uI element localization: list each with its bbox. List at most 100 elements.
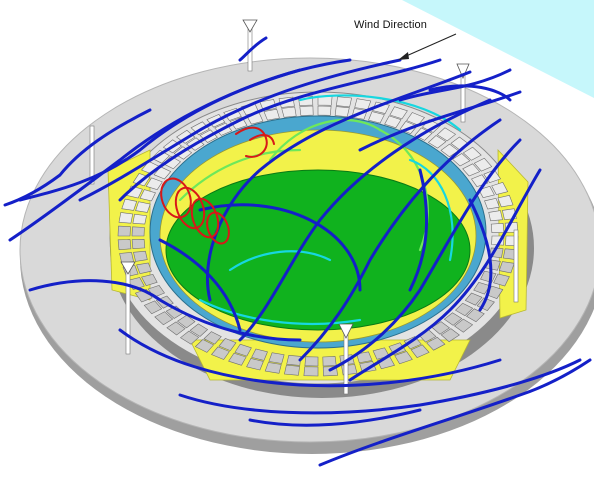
seat-block <box>440 328 460 343</box>
vortex-loop <box>249 134 275 145</box>
seat-block <box>194 339 215 353</box>
seat-block <box>251 348 268 361</box>
seat-block <box>154 311 174 326</box>
seat-block <box>166 321 186 336</box>
seat-block <box>132 213 147 225</box>
seat-block <box>473 281 491 295</box>
seat-block <box>427 135 447 149</box>
streamline <box>178 358 582 415</box>
sky-wedge <box>402 0 594 98</box>
seat-block <box>455 302 474 317</box>
streamline <box>348 168 542 382</box>
seat-block <box>322 356 337 367</box>
seat-block <box>497 195 514 208</box>
streamline <box>205 70 472 302</box>
seat-block <box>121 198 138 211</box>
streamline <box>158 238 242 332</box>
seat-block <box>484 197 500 210</box>
seat-block <box>145 177 163 191</box>
seat-block <box>436 127 457 142</box>
seat-block <box>135 201 151 213</box>
streamline <box>398 68 512 102</box>
seat-block <box>229 116 248 130</box>
streamline <box>118 328 502 388</box>
seat-block <box>490 222 505 234</box>
seat-block <box>443 312 463 326</box>
seat-block <box>354 98 372 110</box>
seat-block <box>218 338 237 351</box>
streamline <box>8 68 302 242</box>
seat-block <box>464 292 483 306</box>
seat-block <box>426 336 446 351</box>
seat-block <box>284 364 300 376</box>
seat-block <box>211 346 230 360</box>
seat-block <box>491 182 509 195</box>
seat-block <box>299 105 314 116</box>
vortex-loop <box>160 177 192 219</box>
seat-block <box>410 344 430 358</box>
vortex-loop <box>235 126 268 158</box>
streamline <box>238 98 492 342</box>
seat-block <box>281 106 297 118</box>
seat-block <box>234 343 252 357</box>
seat-block <box>389 106 408 120</box>
wind-direction-label: Wind Direction <box>354 19 427 31</box>
seat-block <box>304 356 319 367</box>
streamline <box>408 158 454 262</box>
seat-block <box>141 273 158 287</box>
seat-block <box>162 155 181 170</box>
floodlight-tower <box>513 229 519 303</box>
seat-block <box>117 239 132 251</box>
seat-block <box>131 226 145 237</box>
seat-block <box>498 261 515 274</box>
seat-block <box>179 330 200 345</box>
streamline <box>248 408 422 427</box>
seat-block <box>263 108 280 121</box>
seat-block <box>203 331 222 345</box>
wind-streamlines <box>3 36 592 467</box>
vortex-loop <box>206 211 230 245</box>
seat-block <box>317 105 332 116</box>
seat-block <box>118 212 134 224</box>
seat-block <box>488 210 503 222</box>
streamline <box>468 198 493 312</box>
seat-block <box>462 146 482 161</box>
seat-block <box>228 352 247 366</box>
seat-block <box>384 115 402 129</box>
streamline <box>298 118 502 362</box>
seat-block <box>189 323 209 337</box>
streamline <box>28 279 302 342</box>
streamline <box>268 118 429 252</box>
seat-block <box>466 308 485 323</box>
streamline <box>3 108 152 207</box>
seat-block <box>151 149 170 164</box>
streamline <box>198 203 362 292</box>
streamline <box>198 298 362 325</box>
streamline <box>408 168 429 292</box>
streamline <box>78 58 402 202</box>
seat-block <box>264 362 282 374</box>
seat-block <box>143 300 163 315</box>
seat-block <box>268 352 285 364</box>
floodlight-tower <box>120 261 136 355</box>
seat-block <box>440 143 460 158</box>
streamline <box>228 250 332 272</box>
seat-block <box>336 96 352 108</box>
seat-block <box>493 273 510 287</box>
seat-block <box>303 366 319 377</box>
floodlight-tower <box>456 63 470 123</box>
seat-block <box>133 250 148 262</box>
seat-block <box>452 153 471 167</box>
seat-block <box>462 163 481 177</box>
streamline <box>328 138 522 372</box>
streamline <box>118 58 442 202</box>
seat-block <box>131 238 146 250</box>
seat-block <box>246 358 264 371</box>
seat-block <box>334 106 350 118</box>
streamline <box>298 94 462 132</box>
floodlight-tower <box>89 125 95 185</box>
vortex-loops <box>160 126 275 245</box>
seat-block <box>117 225 131 237</box>
wind-direction-arrow <box>398 33 457 60</box>
